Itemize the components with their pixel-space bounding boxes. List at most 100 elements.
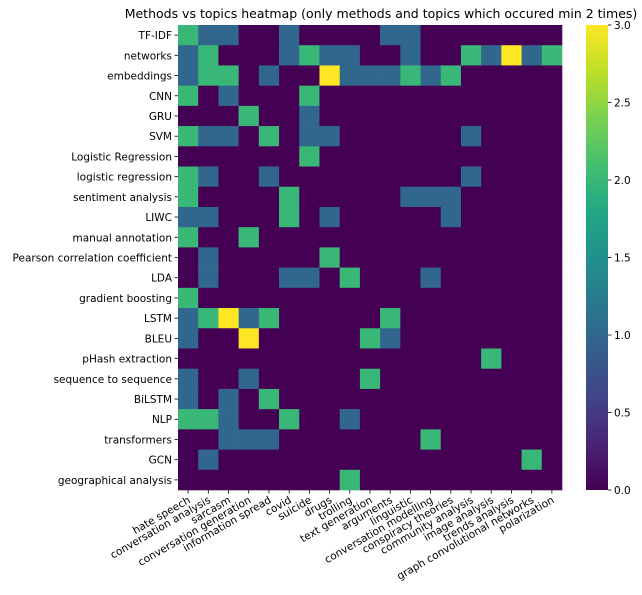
heatmap-cell (400, 328, 421, 349)
heatmap-cell (521, 227, 543, 248)
heatmap-cell (178, 45, 199, 66)
heatmap-cell (198, 227, 219, 248)
heatmap-cell (178, 348, 199, 369)
heatmap-cell (481, 65, 502, 86)
heatmap-cell (420, 146, 442, 167)
heatmap-cell (541, 45, 563, 66)
heatmap-cell (460, 45, 482, 66)
heatmap-cell (238, 166, 260, 188)
heatmap-cell (339, 449, 361, 471)
heatmap-cell (178, 429, 199, 450)
heatmap-cell (460, 328, 482, 349)
heatmap-cell (481, 469, 502, 491)
heatmap-cell (521, 267, 543, 289)
heatmap-cell (440, 227, 462, 248)
heatmap-cell (400, 206, 421, 228)
heatmap-cell (218, 449, 239, 471)
heatmap-cell (198, 65, 219, 86)
heatmap-cell (501, 126, 522, 147)
heatmap-cell (279, 308, 300, 329)
heatmap-cell (238, 65, 260, 86)
heatmap-cell (400, 227, 421, 248)
heatmap-cell (198, 105, 219, 127)
heatmap-cell (400, 469, 421, 491)
heatmap-cell (501, 85, 522, 107)
heatmap-cell (359, 65, 381, 86)
heatmap-cell (541, 105, 563, 127)
heatmap-cell (380, 469, 401, 491)
heatmap-cell (501, 105, 522, 127)
heatmap-cell (359, 368, 381, 390)
heatmap-cell (400, 105, 421, 127)
heatmap-cell (218, 328, 239, 349)
heatmap-cell (541, 227, 563, 248)
heatmap-cell (541, 287, 563, 309)
heatmap-cell (440, 247, 462, 268)
heatmap-cell (198, 146, 219, 167)
heatmap-cell (178, 105, 199, 127)
heatmap-cell (521, 126, 543, 147)
heatmap-cell (258, 65, 280, 86)
heatmap-cell (501, 409, 522, 430)
heatmap-cell (420, 388, 442, 410)
heatmap-cell (359, 206, 381, 228)
heatmap-cell (460, 206, 482, 228)
heatmap-cell (279, 348, 300, 369)
heatmap-cell (440, 267, 462, 289)
heatmap-cell (460, 186, 482, 208)
heatmap-cell (279, 388, 300, 410)
heatmap-cell (460, 429, 482, 450)
heatmap-cell (198, 308, 219, 329)
heatmap-cell (481, 247, 502, 268)
heatmap-cell (258, 469, 280, 491)
y-tick-label: geographical analysis (58, 475, 172, 487)
heatmap-cell (319, 348, 340, 369)
heatmap-cell (359, 287, 381, 309)
heatmap-cell (238, 348, 260, 369)
heatmap-cell (420, 287, 442, 309)
colorbar-ticks: 0.0 0.5 1.0 1.5 2.0 2.5 3.0 (608, 20, 631, 497)
heatmap-cell (460, 267, 482, 289)
heatmap-cell (178, 308, 199, 329)
heatmap-cell (420, 429, 442, 450)
heatmap-cell (481, 287, 502, 309)
heatmap-cell (299, 85, 320, 107)
heatmap-cell (541, 328, 563, 349)
heatmap-cell (198, 25, 219, 46)
heatmap-cell (501, 308, 522, 329)
heatmap-cell (319, 469, 340, 491)
heatmap-cell (440, 65, 462, 86)
heatmap-cell (521, 105, 543, 127)
y-tick-label: NLP (152, 414, 172, 426)
heatmap-cell (258, 267, 280, 289)
heatmap-cell (460, 126, 482, 147)
heatmap-cell (440, 409, 462, 430)
heatmap-cell (198, 388, 219, 410)
heatmap-cell (440, 308, 462, 329)
heatmap-cell (501, 146, 522, 167)
heatmap-cell (541, 166, 563, 188)
heatmap-cell (380, 206, 401, 228)
heatmap-cell (339, 166, 361, 188)
heatmap-cell (359, 247, 381, 268)
heatmap-cell (258, 247, 280, 268)
heatmap-cell (319, 429, 340, 450)
heatmap-cell (279, 85, 300, 107)
y-tick-label: CNN (149, 91, 172, 103)
heatmap-cell (178, 65, 199, 86)
heatmap-cell (299, 186, 320, 208)
heatmap-cell (440, 85, 462, 107)
heatmap-cell (319, 186, 340, 208)
heatmap-cell (178, 409, 199, 430)
heatmap-cell (481, 105, 502, 127)
heatmap-cell (359, 328, 381, 349)
heatmap-cell (238, 85, 260, 107)
heatmap-cell (460, 227, 482, 248)
heatmap-cell (319, 267, 340, 289)
heatmap-cell (521, 368, 543, 390)
heatmap-cell (521, 469, 543, 491)
heatmap-cell (440, 105, 462, 127)
heatmap-cell (440, 388, 462, 410)
heatmap-cell (501, 186, 522, 208)
y-tick-label: SVM (149, 131, 172, 143)
